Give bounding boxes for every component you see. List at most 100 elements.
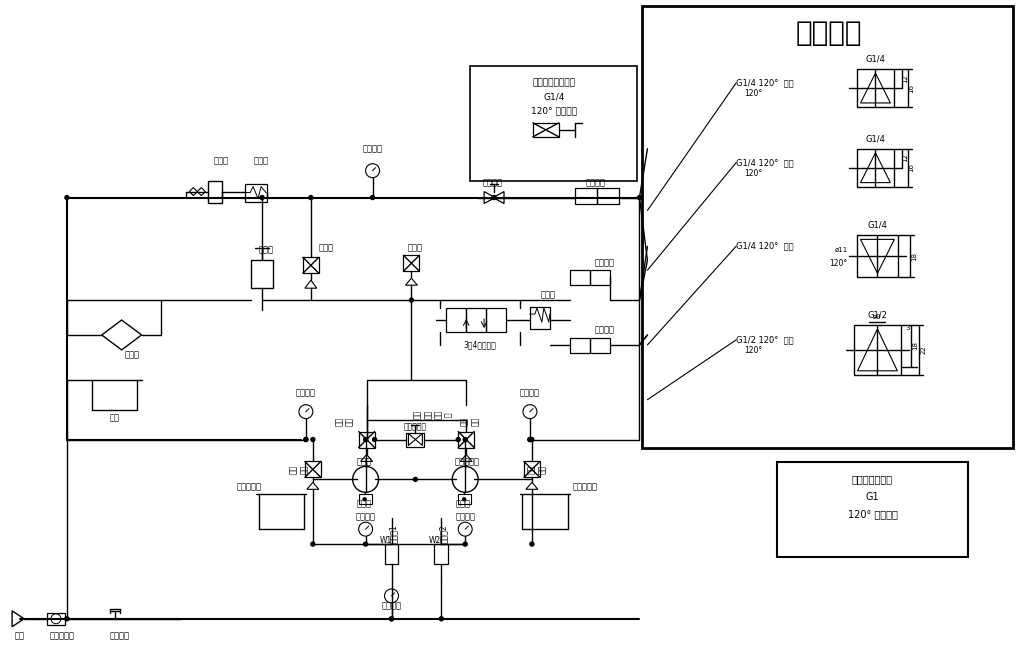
Text: 12: 12: [902, 154, 908, 162]
Text: G1/4: G1/4: [865, 134, 886, 143]
Text: 气源三联件: 气源三联件: [49, 631, 75, 640]
Text: G1/2: G1/2: [867, 310, 888, 320]
Bar: [358, 494, 372, 504]
Bar: [303, 257, 318, 273]
Circle shape: [530, 542, 534, 546]
Text: 泄压
开关: 泄压 开关: [461, 417, 480, 426]
Text: G1/2 120°  内锥: G1/2 120° 内锥: [736, 335, 794, 345]
Text: 仪器接口: 仪器接口: [796, 19, 862, 47]
Bar: [208, 181, 222, 202]
Text: 油雾器: 油雾器: [456, 500, 471, 509]
Circle shape: [311, 542, 314, 546]
Circle shape: [304, 438, 308, 442]
Text: 120°: 120°: [829, 259, 848, 268]
Circle shape: [439, 617, 443, 621]
Bar: [407, 432, 424, 447]
Bar: [590, 270, 609, 285]
Text: 减压阀2: 减压阀2: [439, 525, 447, 544]
Text: 手动泵: 手动泵: [258, 246, 273, 255]
Text: 12: 12: [902, 74, 908, 82]
Text: 气液泵: 气液泵: [214, 156, 228, 165]
Bar: [597, 188, 618, 204]
Text: G1/4: G1/4: [543, 92, 564, 101]
Text: 120°: 120°: [744, 169, 762, 178]
Text: 启动压力: 启动压力: [456, 513, 475, 522]
Text: 注脂压力: 注脂压力: [520, 388, 540, 397]
Text: 林背泵: 林背泵: [356, 457, 371, 466]
Text: 减压阀1: 减压阀1: [389, 525, 398, 544]
Text: 解冻插拔: 解冻插拔: [595, 259, 614, 268]
Text: W2: W2: [429, 536, 441, 544]
Text: 油雾器: 油雾器: [356, 500, 371, 509]
Circle shape: [364, 542, 368, 546]
Text: 备用泵开关: 备用泵开关: [403, 422, 427, 431]
Bar: [251, 260, 273, 288]
Bar: [856, 149, 894, 186]
Text: 油箱: 油箱: [110, 413, 120, 422]
Circle shape: [389, 617, 393, 621]
Text: 3位4通换向阀: 3位4通换向阀: [464, 341, 497, 349]
Circle shape: [389, 617, 393, 621]
Bar: [777, 463, 968, 557]
Text: 3: 3: [905, 325, 909, 331]
Text: 18: 18: [912, 341, 919, 351]
Text: G1/4: G1/4: [867, 221, 888, 230]
Text: 22: 22: [921, 345, 927, 355]
Text: ø11: ø11: [835, 246, 848, 252]
Text: 泄压阀: 泄压阀: [408, 244, 423, 253]
Circle shape: [304, 438, 308, 442]
Text: 18: 18: [911, 252, 918, 261]
Bar: [446, 308, 466, 332]
Circle shape: [463, 498, 466, 501]
Bar: [385, 544, 398, 564]
Text: 120° 内锥密封: 120° 内锥密封: [848, 509, 897, 519]
Text: W1: W1: [380, 536, 391, 544]
Circle shape: [493, 196, 496, 200]
Text: 120°: 120°: [744, 90, 762, 98]
Circle shape: [364, 438, 368, 442]
Bar: [530, 307, 550, 329]
Bar: [569, 338, 590, 353]
Text: 16: 16: [908, 84, 914, 92]
Circle shape: [528, 438, 531, 442]
Bar: [574, 188, 597, 204]
Text: G1/4 120°  内锥: G1/4 120° 内锥: [736, 158, 794, 167]
Text: 过滤器: 过滤器: [124, 351, 139, 359]
Circle shape: [638, 196, 641, 200]
Bar: [458, 494, 471, 504]
Text: 气源: 气源: [15, 631, 25, 640]
Text: 气源压力: 气源压力: [382, 601, 401, 610]
Text: 三根管子两端都是: 三根管子两端都是: [532, 78, 575, 88]
Text: G1: G1: [865, 492, 880, 502]
Bar: [434, 544, 449, 564]
Bar: [305, 461, 321, 477]
Text: G1/4: G1/4: [865, 55, 886, 64]
Circle shape: [260, 196, 264, 200]
Text: 泄压
开关: 泄压 开关: [335, 417, 354, 426]
Bar: [590, 338, 609, 353]
Text: ø9: ø9: [873, 314, 882, 320]
Bar: [466, 308, 486, 332]
Circle shape: [364, 498, 367, 501]
Circle shape: [65, 196, 69, 200]
Circle shape: [530, 438, 534, 442]
Text: 启动插拔: 启动插拔: [595, 326, 614, 335]
Bar: [358, 432, 375, 447]
Circle shape: [311, 438, 314, 442]
Text: 注脂压力: 注脂压力: [296, 388, 315, 397]
Text: 密封脂油箱: 密封脂油箱: [237, 483, 261, 492]
Circle shape: [463, 438, 467, 442]
Circle shape: [410, 298, 414, 302]
Text: 泄压阀: 泄压阀: [318, 244, 333, 253]
Text: 启动压力: 启动压力: [355, 513, 376, 522]
Text: G1/4 120°  内锥: G1/4 120° 内锥: [736, 78, 794, 88]
Text: G1/4 120°  外锥: G1/4 120° 外锥: [736, 242, 794, 251]
Bar: [245, 184, 267, 202]
Text: 120°: 120°: [744, 347, 762, 355]
Text: 泄压
开关: 泄压 开关: [527, 465, 547, 474]
Bar: [856, 235, 898, 277]
Text: 气源开关: 气源开关: [110, 631, 130, 640]
Bar: [470, 66, 638, 181]
Bar: [854, 325, 901, 375]
Bar: [569, 270, 590, 285]
